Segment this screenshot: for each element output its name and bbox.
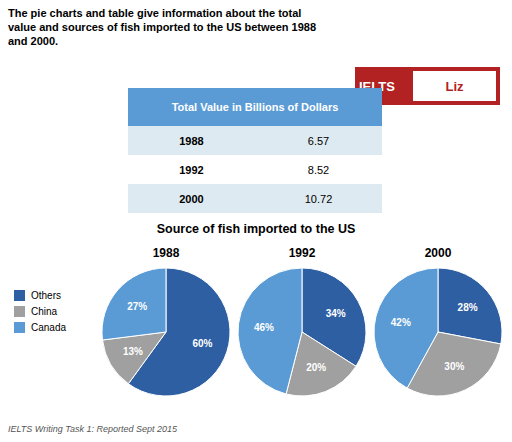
html-text:Source of fish imported to the: Source of fish imported to the US (156, 222, 356, 236)
svg-text:20%: 20% (306, 362, 326, 373)
html-text:1988: 1988 (179, 134, 204, 147)
html-text:1992: 1992 (288, 246, 316, 260)
svg-text:28%: 28% (458, 302, 478, 313)
html-text:The pie charts and table give: The pie charts and table give informatio… (8, 7, 317, 47)
svg-text:30%: 30% (444, 361, 464, 372)
html-text:2000: 2000 (179, 192, 204, 205)
html-text:6.57: 6.57 (307, 134, 330, 147)
html-text:IELTS: IELTS (359, 78, 395, 94)
html-text:Canada: Canada (31, 322, 66, 333)
svg-text:46%: 46% (254, 322, 274, 333)
html-text:10.72: 10.72 (304, 192, 333, 205)
html-text:Total Value in Billions of Dol: Total Value in Billions of Dollars (171, 101, 339, 113)
svg-text:60%: 60% (193, 338, 213, 349)
svg-text:34%: 34% (326, 308, 346, 319)
html-text:IELTS Writing Task 1: Reported: IELTS Writing Task 1: Reported Sept 2015 (8, 424, 178, 434)
svg-text:13%: 13% (123, 346, 143, 357)
html-text:8.52: 8.52 (307, 163, 330, 176)
html-text:1992: 1992 (179, 163, 204, 176)
svg-text:27%: 27% (127, 301, 147, 312)
html-text:1988: 1988 (152, 246, 180, 260)
html-text:Others: Others (31, 290, 61, 301)
svg-text:42%: 42% (391, 317, 411, 328)
html-text:2000: 2000 (424, 246, 452, 260)
html-text:China: China (31, 306, 58, 317)
html-text:Liz: Liz (445, 78, 464, 94)
